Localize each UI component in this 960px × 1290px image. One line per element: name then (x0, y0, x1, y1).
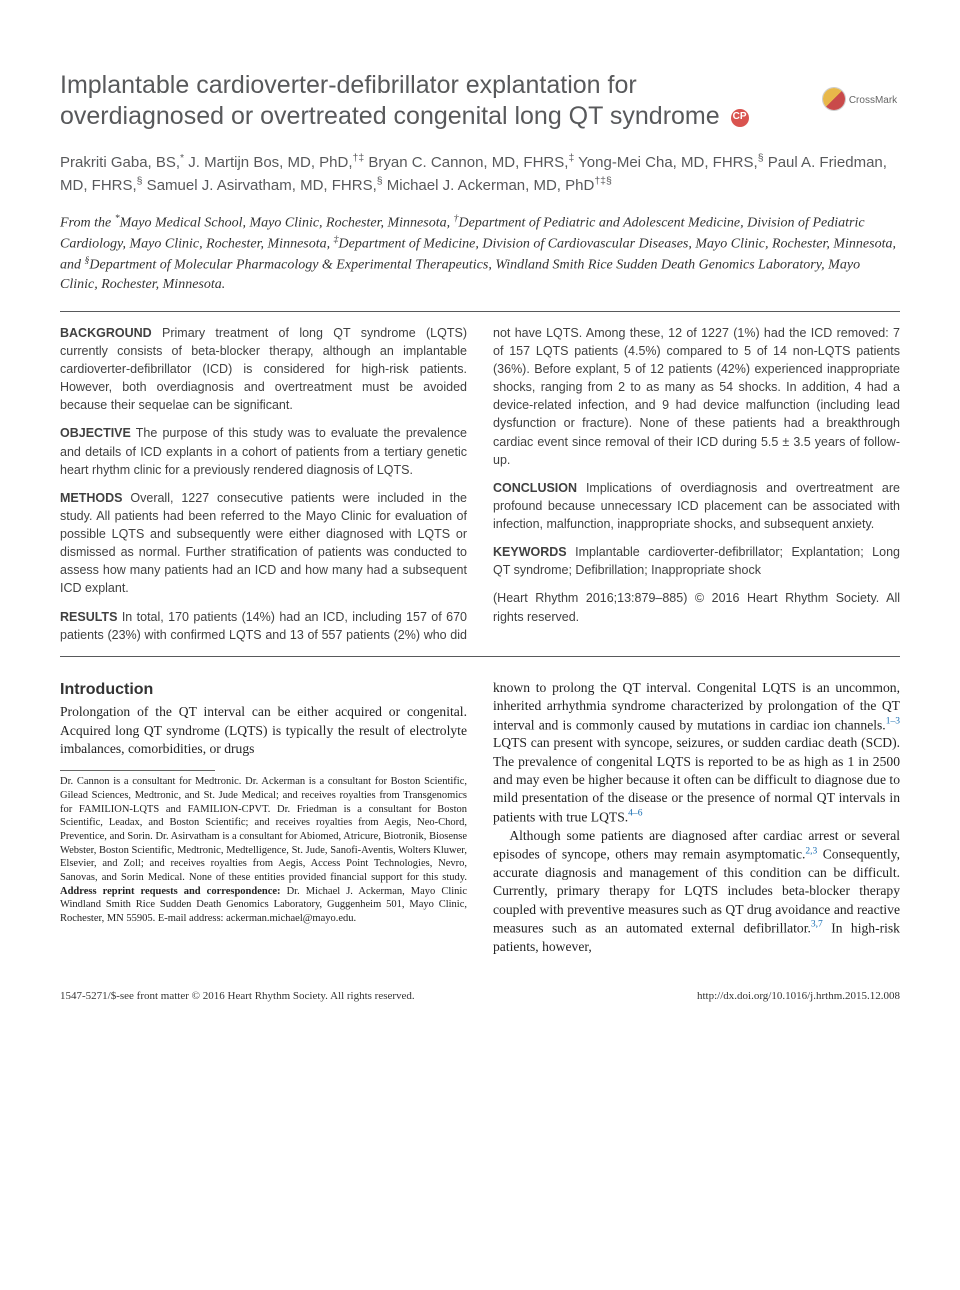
article-title: Implantable cardioverter-defibrillator e… (60, 70, 800, 133)
footer-doi[interactable]: http://dx.doi.org/10.1016/j.hrthm.2015.1… (697, 990, 900, 1002)
abstract-keywords: KEYWORDS Implantable cardioverter-defibr… (493, 543, 900, 579)
text-methods: Overall, 1227 consecutive patients were … (60, 491, 467, 596)
label-objective: OBJECTIVE (60, 426, 131, 440)
title-text: Implantable cardioverter-defibrillator e… (60, 71, 720, 130)
crossmark-widget[interactable]: CrossMark (820, 88, 900, 112)
header-row: Implantable cardioverter-defibrillator e… (60, 70, 900, 133)
abstract-conclusion: CONCLUSION Implications of overdiagnosis… (493, 479, 900, 533)
abstract-block: BACKGROUND Primary treatment of long QT … (60, 324, 900, 644)
abstract-objective: OBJECTIVE The purpose of this study was … (60, 424, 467, 478)
page-footer: 1547-5271/$-see front matter © 2016 Hear… (60, 990, 900, 1002)
author-list: Prakriti Gaba, BS,* J. Martijn Bos, MD, … (60, 151, 900, 198)
cp-badge-icon: CP (731, 109, 749, 127)
affiliations: From the *Mayo Medical School, Mayo Clin… (60, 212, 900, 295)
crossmark-icon (823, 88, 845, 110)
footnote-block: Dr. Cannon is a consultant for Medtronic… (60, 775, 467, 925)
label-conclusion: CONCLUSION (493, 481, 577, 495)
intro-col-right: known to prolong the QT interval. Congen… (493, 679, 900, 956)
intro-paragraph-3: Although some patients are diagnosed aft… (493, 827, 900, 956)
crossmark-label: CrossMark (849, 95, 897, 106)
divider-bottom (60, 656, 900, 657)
label-results: RESULTS (60, 610, 117, 624)
body-columns: Introduction Prolongation of the QT inte… (60, 679, 900, 956)
abstract-background: BACKGROUND Primary treatment of long QT … (60, 324, 467, 415)
footnote-divider (60, 770, 215, 771)
label-background: BACKGROUND (60, 326, 152, 340)
intro-col-left: Introduction Prolongation of the QT inte… (60, 679, 467, 926)
abstract-citation: (Heart Rhythm 2016;13:879–885) © 2016 He… (493, 589, 900, 625)
label-keywords: KEYWORDS (493, 545, 567, 559)
title-block: Implantable cardioverter-defibrillator e… (60, 70, 800, 133)
abstract-methods: METHODS Overall, 1227 consecutive patien… (60, 489, 467, 598)
intro-paragraph-1: Prolongation of the QT interval can be e… (60, 703, 467, 758)
intro-paragraph-2: known to prolong the QT interval. Congen… (493, 679, 900, 827)
label-methods: METHODS (60, 491, 123, 505)
divider-top (60, 311, 900, 312)
introduction-heading: Introduction (60, 679, 467, 701)
footer-copyright: 1547-5271/$-see front matter © 2016 Hear… (60, 990, 415, 1002)
